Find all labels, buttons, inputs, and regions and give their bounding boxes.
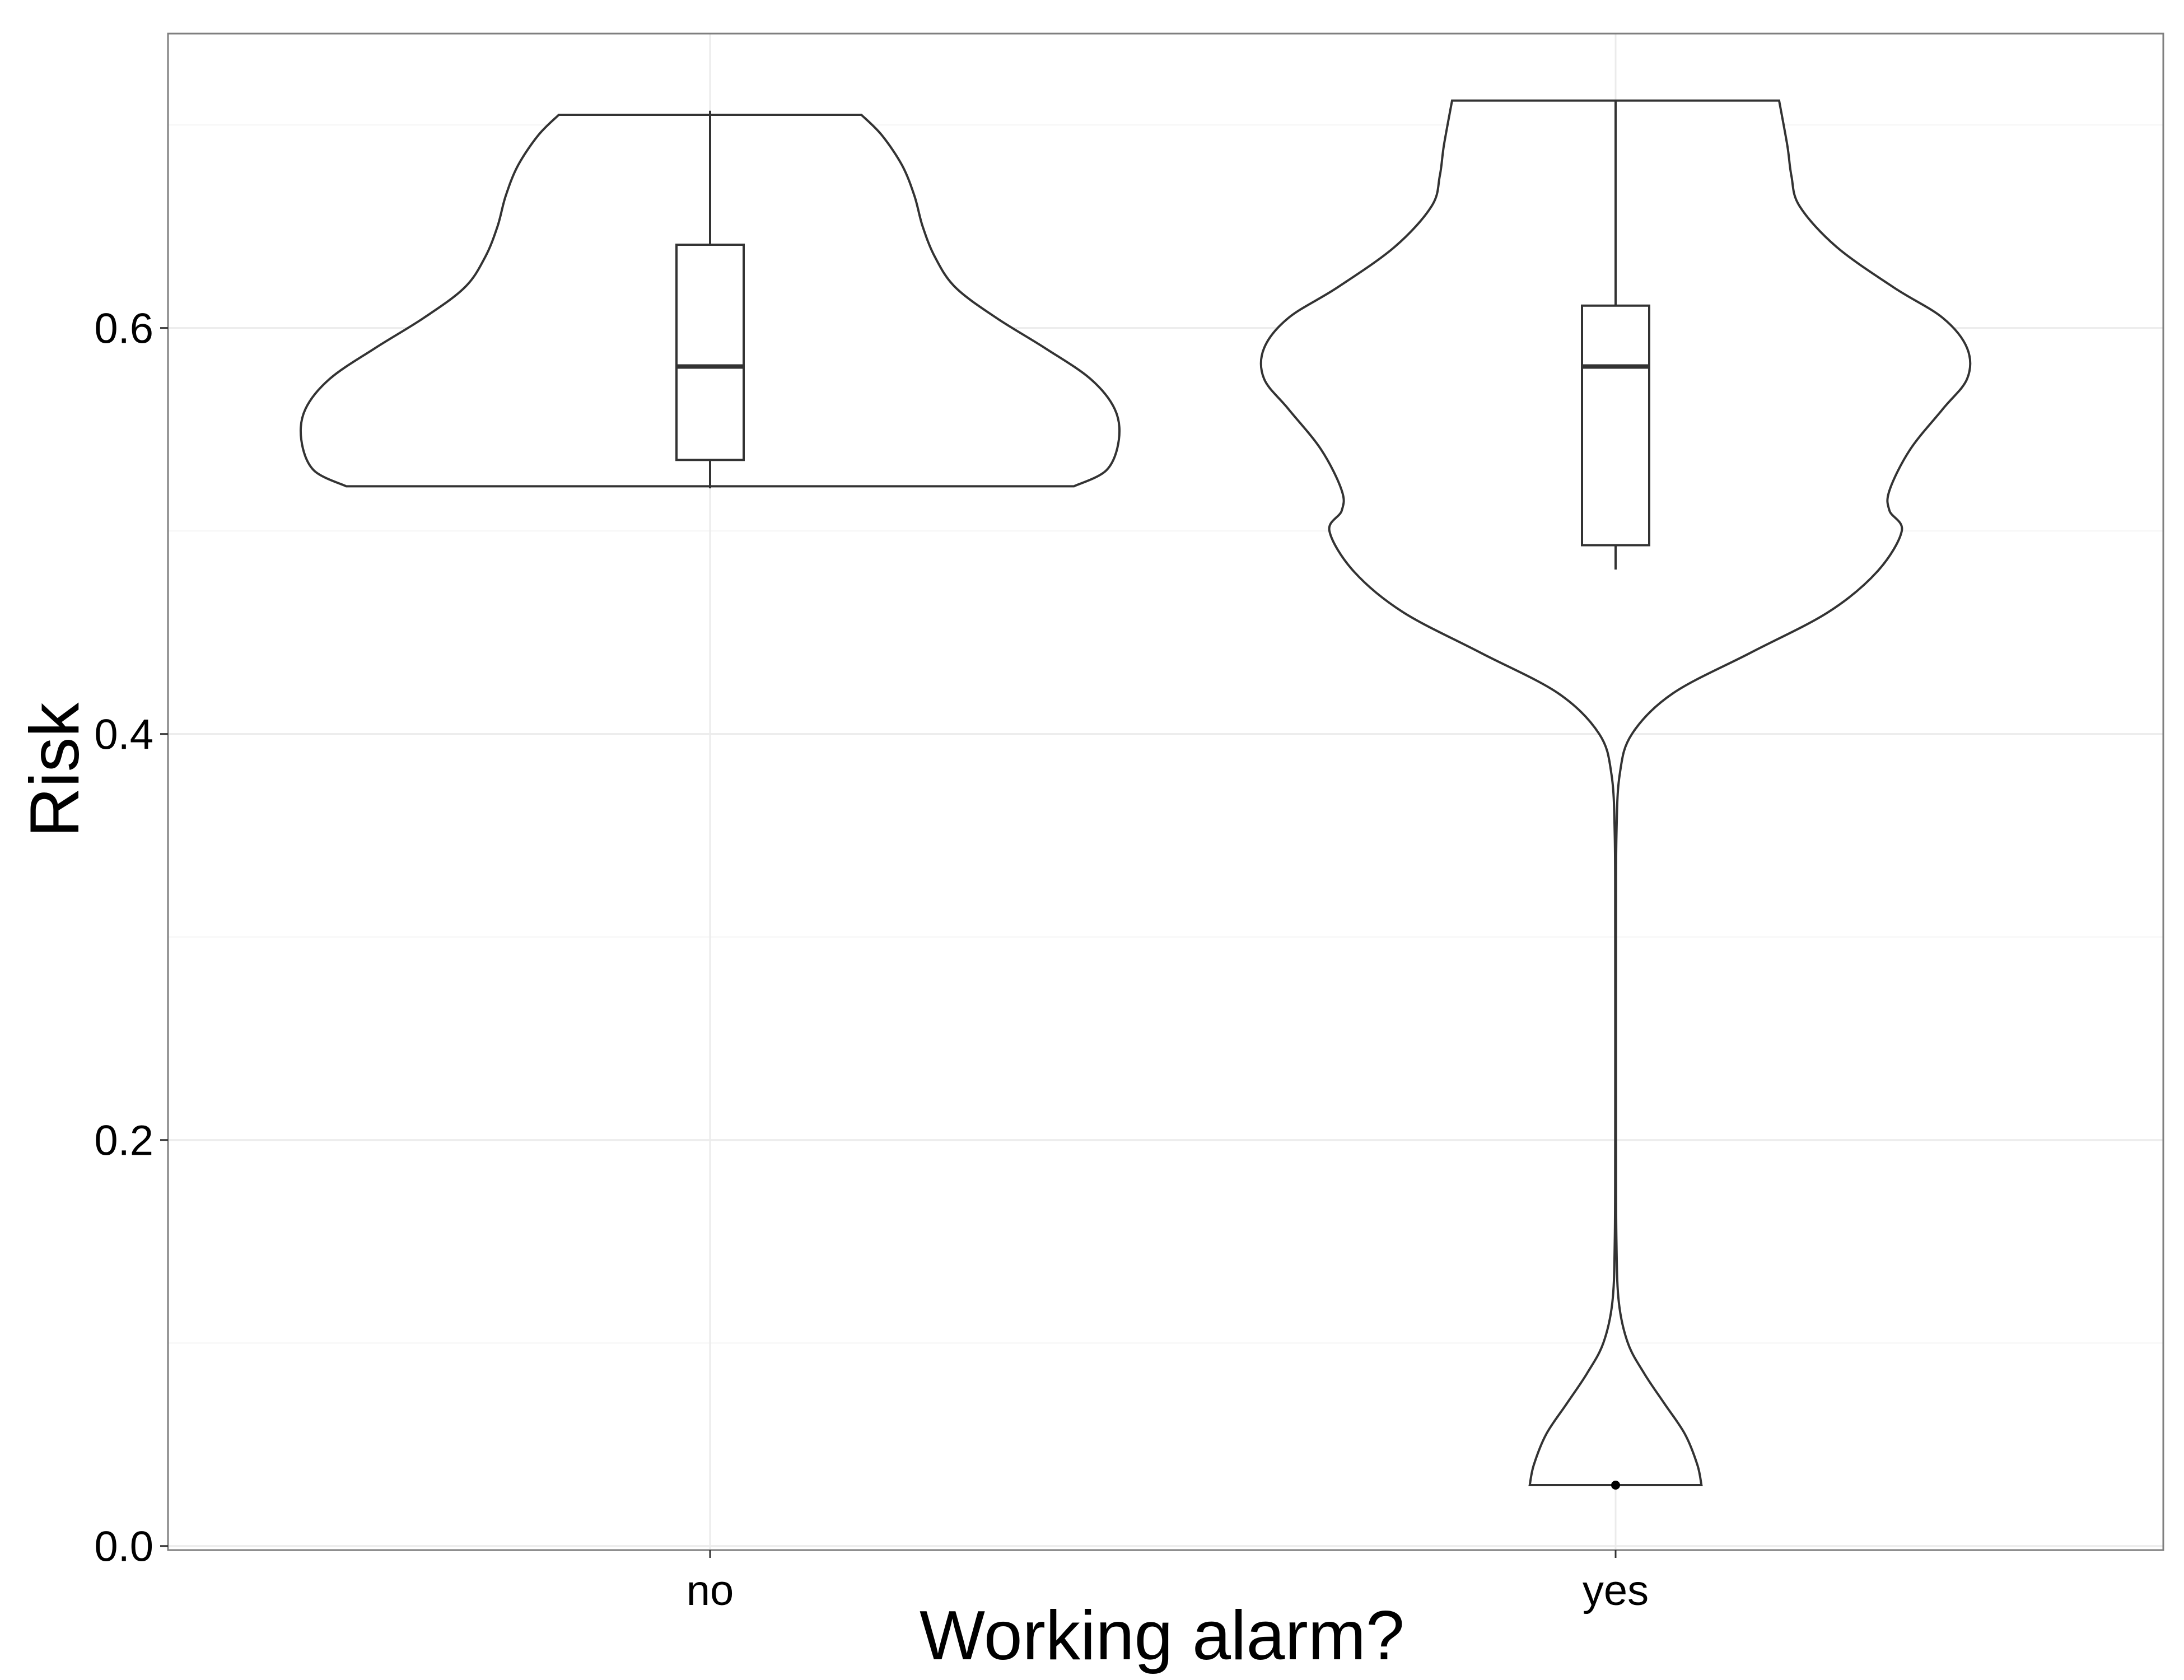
y-tick-label: 0.4 <box>94 711 153 759</box>
box-no <box>675 244 745 461</box>
box-yes <box>1581 304 1650 547</box>
panel-border <box>167 32 2164 1551</box>
x-tick-label: no <box>687 1567 734 1614</box>
violin-yes <box>1259 99 1972 1486</box>
x-tick-label: yes <box>1583 1567 1649 1614</box>
y-tick-label: 0.2 <box>94 1117 153 1165</box>
y-tick-label: 0.6 <box>94 305 153 353</box>
y-axis-title: Risk <box>16 702 94 837</box>
boxplots <box>675 100 1650 1490</box>
x-axis-title: Working alarm? <box>920 1597 1404 1674</box>
y-tick-label: 0.0 <box>94 1523 153 1571</box>
axes: 0.0 0.2 0.4 0.6 no yes <box>94 305 1649 1614</box>
outlier-point <box>1611 1480 1620 1490</box>
